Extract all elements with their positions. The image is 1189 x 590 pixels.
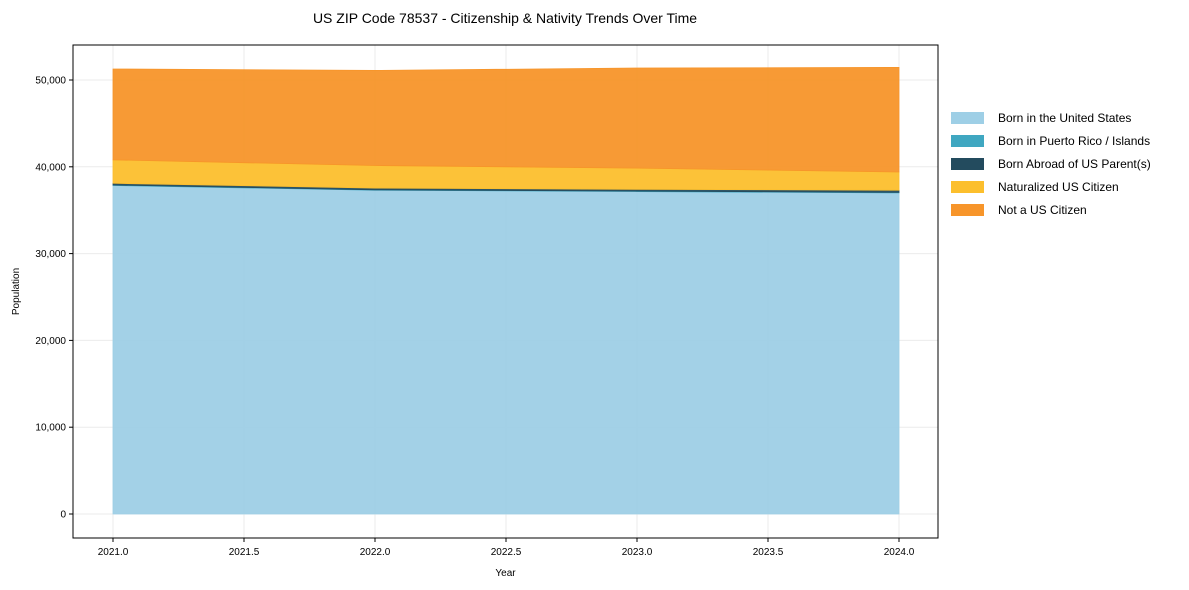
svg-text:2024.0: 2024.0 [884,547,915,558]
legend-label: Not a US Citizen [998,202,1087,217]
svg-text:30,000: 30,000 [35,249,66,260]
svg-text:50,000: 50,000 [35,76,66,87]
svg-text:0: 0 [60,510,66,521]
legend-item: Not a US Citizen [951,198,1151,221]
legend-swatch [951,134,984,147]
legend-item: Born Abroad of US Parent(s) [951,152,1151,175]
legend-label: Born Abroad of US Parent(s) [998,156,1151,171]
legend-swatch [951,157,984,170]
svg-text:2023.0: 2023.0 [622,547,653,558]
legend-swatch [951,203,984,216]
legend-swatch [951,111,984,124]
legend-item: Born in Puerto Rico / Islands [951,129,1151,152]
chart-title: US ZIP Code 78537 - Citizenship & Nativi… [312,10,698,26]
svg-text:40,000: 40,000 [35,162,66,173]
legend-label: Born in Puerto Rico / Islands [998,133,1151,148]
legend-label: Naturalized US Citizen [998,179,1119,194]
legend-item: Naturalized US Citizen [951,175,1151,198]
legend-item: Born in the United States [951,106,1151,129]
svg-text:20,000: 20,000 [35,336,66,347]
svg-text:2023.5: 2023.5 [753,547,784,558]
svg-text:Population: Population [11,268,22,315]
svg-text:2022.5: 2022.5 [491,547,522,558]
svg-text:2022.0: 2022.0 [360,547,391,558]
area-born-in-the-united-states [112,185,900,515]
legend-swatch [951,180,984,193]
svg-text:10,000: 10,000 [35,423,66,434]
legend: Born in the United States Born in Puerto … [951,106,1151,221]
legend-label: Born in the United States [998,110,1132,125]
svg-text:Year: Year [495,568,516,579]
area-not-a-us-citizen [112,67,900,173]
svg-text:2021.5: 2021.5 [229,547,260,558]
svg-text:2021.0: 2021.0 [98,547,129,558]
